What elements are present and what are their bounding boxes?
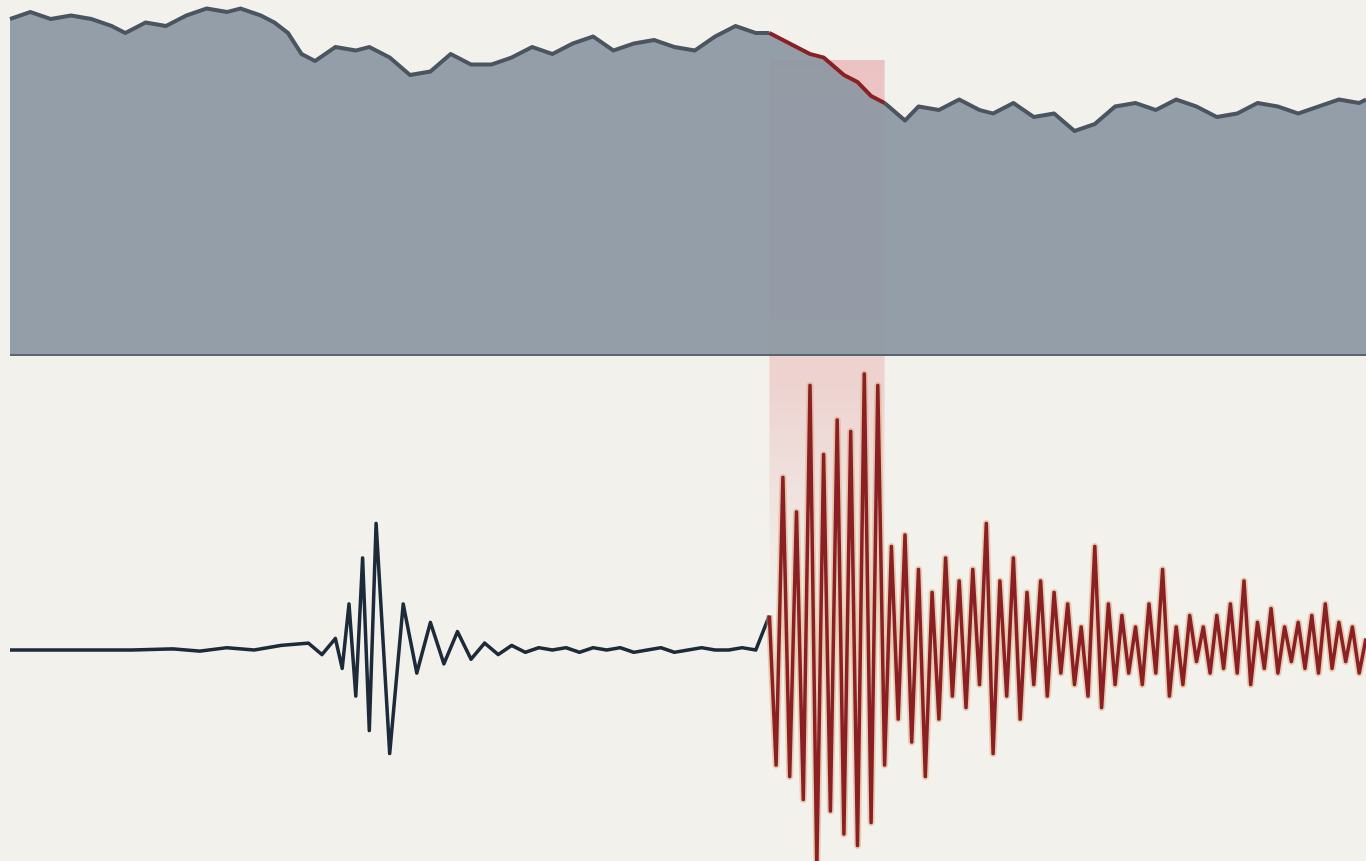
- waveform-quiet-segment: [10, 521, 772, 756]
- area-outline-after: [883, 97, 1366, 133]
- waveform-active-segment: [767, 372, 1366, 861]
- area-outline-before: [9, 6, 770, 77]
- waveform-chart: [10, 370, 1366, 861]
- area-fill: [10, 8, 1366, 355]
- area-outline-highlight: [768, 31, 886, 105]
- area-chart: [9, 6, 1366, 356]
